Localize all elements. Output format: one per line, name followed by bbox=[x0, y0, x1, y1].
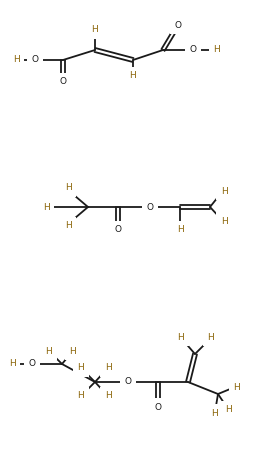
Text: O: O bbox=[114, 226, 122, 235]
Text: H: H bbox=[214, 45, 220, 54]
Text: O: O bbox=[124, 378, 131, 387]
Text: O: O bbox=[60, 77, 66, 86]
Text: H: H bbox=[177, 226, 183, 235]
Text: H: H bbox=[70, 346, 76, 355]
Text: H: H bbox=[234, 382, 240, 391]
Text: H: H bbox=[178, 332, 184, 342]
Text: H: H bbox=[226, 405, 232, 414]
Text: H: H bbox=[208, 332, 214, 342]
Text: H: H bbox=[105, 391, 111, 401]
Text: H: H bbox=[221, 186, 227, 195]
Text: H: H bbox=[65, 221, 71, 230]
Text: H: H bbox=[13, 56, 19, 65]
Text: O: O bbox=[174, 20, 181, 29]
Text: H: H bbox=[78, 391, 84, 401]
Text: O: O bbox=[147, 202, 153, 211]
Text: H: H bbox=[78, 363, 84, 372]
Text: H: H bbox=[105, 363, 111, 372]
Text: H: H bbox=[92, 25, 98, 34]
Text: O: O bbox=[189, 45, 197, 54]
Text: H: H bbox=[43, 202, 49, 211]
Text: H: H bbox=[9, 360, 15, 369]
Text: H: H bbox=[221, 217, 227, 226]
Text: O: O bbox=[155, 403, 161, 412]
Text: O: O bbox=[28, 360, 35, 369]
Text: H: H bbox=[130, 71, 136, 81]
Text: H: H bbox=[46, 346, 52, 355]
Text: H: H bbox=[65, 184, 71, 193]
Text: H: H bbox=[211, 408, 217, 418]
Text: O: O bbox=[31, 56, 39, 65]
